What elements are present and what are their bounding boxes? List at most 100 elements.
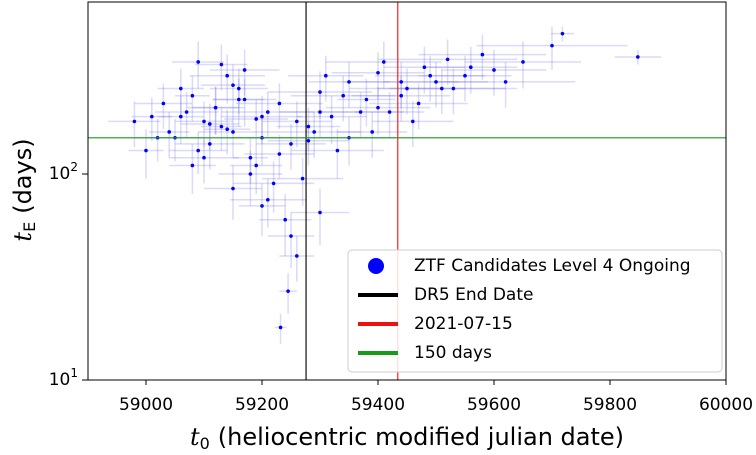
data-point — [445, 57, 450, 62]
data-point — [213, 105, 218, 110]
data-point — [370, 130, 375, 134]
data-point — [411, 119, 415, 124]
legend-label: DR5 End Date — [414, 285, 533, 305]
data-point — [335, 148, 340, 153]
y-tick-exponent: 2 — [70, 160, 78, 174]
data-point — [550, 43, 554, 48]
legend-label: ZTF Candidates Level 4 Ongoing — [414, 256, 691, 276]
data-point — [179, 114, 183, 119]
y-tick-exponent: 1 — [70, 366, 78, 380]
data-point — [492, 68, 496, 72]
data-point — [312, 130, 317, 134]
legend-label: 2021-07-15 — [414, 314, 513, 334]
y-axis-label: tE (days) — [9, 138, 39, 241]
data-point — [219, 124, 224, 129]
data-point — [560, 31, 565, 36]
data-point — [300, 176, 305, 181]
data-point — [318, 90, 322, 94]
data-point — [422, 65, 427, 70]
data-point — [167, 130, 171, 134]
data-point — [242, 97, 247, 102]
data-point — [376, 70, 380, 75]
data-point — [132, 119, 137, 124]
data-point — [242, 68, 247, 72]
x-label-subscript: 0 — [200, 434, 210, 453]
data-point — [179, 86, 183, 91]
x-tick-label: 59200 — [235, 395, 289, 415]
data-point — [190, 163, 195, 168]
data-point — [260, 204, 264, 208]
data-point — [295, 119, 299, 124]
x-axis-label: t0 (heliocentric modified julian date) — [190, 423, 624, 453]
legend: ZTF Candidates Level 4 Ongoing DR5 End Da… — [347, 249, 723, 373]
y-label-symbol: t — [9, 232, 37, 242]
data-point — [428, 73, 433, 78]
data-point — [283, 217, 288, 222]
data-point — [254, 117, 258, 121]
y-label-text: (days) — [9, 138, 37, 213]
data-point — [225, 73, 229, 78]
data-point — [318, 210, 322, 215]
data-point — [278, 325, 283, 330]
x-tick-label: 59800 — [583, 395, 637, 415]
x-label-symbol: t — [190, 423, 200, 451]
data-point — [225, 127, 229, 132]
data-point — [329, 114, 334, 119]
data-point — [266, 197, 270, 202]
data-point — [237, 86, 241, 91]
data-point — [399, 80, 404, 84]
data-point — [521, 60, 525, 64]
data-point — [636, 55, 640, 59]
data-point — [196, 60, 200, 64]
data-point — [254, 163, 258, 168]
x-tick-label: 59000 — [119, 395, 173, 415]
data-point — [399, 93, 404, 98]
data-point — [202, 119, 206, 124]
plot-frame — [87, 1, 727, 381]
data-point — [219, 62, 224, 67]
data-point — [318, 110, 322, 114]
legend-marker — [368, 258, 384, 274]
data-point — [358, 110, 363, 114]
data-point — [416, 101, 421, 106]
data-point — [184, 110, 189, 114]
data-point — [237, 97, 241, 102]
data-point — [248, 155, 253, 160]
data-point — [295, 254, 299, 258]
data-point — [364, 97, 369, 102]
data-point — [376, 105, 380, 110]
data-point — [434, 80, 438, 84]
data-point — [231, 186, 235, 191]
data-point — [440, 86, 444, 91]
data-point — [289, 142, 293, 146]
data-point — [231, 130, 235, 134]
plot-area — [88, 2, 726, 380]
data-point — [190, 93, 195, 98]
y-tick-label: 101 — [49, 366, 78, 391]
data-point — [289, 234, 293, 238]
x-tick-label: 59400 — [351, 395, 405, 415]
y-label-subscript: E — [20, 222, 39, 232]
data-point — [150, 114, 154, 119]
data-point — [405, 86, 409, 91]
x-label-text: (heliocentric modified julian date) — [218, 423, 624, 451]
data-point — [503, 80, 508, 84]
data-point — [306, 124, 311, 129]
data-point — [277, 152, 282, 156]
x-tick-label: 59600 — [467, 395, 521, 415]
data-point — [208, 142, 212, 146]
data-point — [161, 101, 166, 106]
data-point — [202, 155, 206, 160]
y-tick-base: 10 — [49, 370, 71, 390]
y-tick-base: 10 — [49, 164, 71, 184]
legend-box — [347, 249, 723, 373]
data-point — [286, 289, 290, 293]
data-point — [480, 52, 485, 57]
data-point — [382, 60, 386, 64]
data-point — [341, 93, 346, 98]
data-point — [271, 181, 276, 186]
data-point — [463, 73, 467, 78]
data-point — [266, 110, 270, 114]
data-point — [347, 80, 351, 84]
